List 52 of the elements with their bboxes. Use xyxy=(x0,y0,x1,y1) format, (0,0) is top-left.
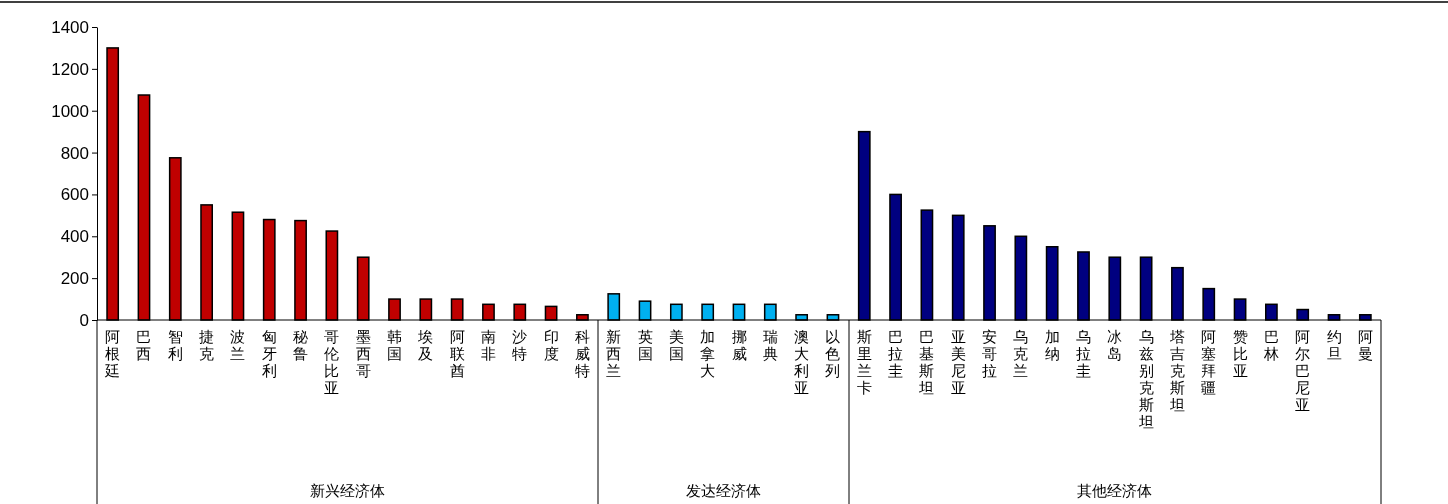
x-tick-label: 以色列 xyxy=(825,328,841,379)
x-tick-label: 冰岛 xyxy=(1107,328,1123,362)
x-tick-label: 巴拉圭 xyxy=(888,328,904,379)
x-tick-label: 美国 xyxy=(668,328,684,362)
x-tick-label: 塔吉克斯坦 xyxy=(1168,328,1185,413)
x-tick-label: 秘鲁 xyxy=(293,328,309,362)
x-tick-label: 墨西哥 xyxy=(355,328,371,379)
y-tick-label: 0 xyxy=(79,310,89,330)
x-tick-label: 亚美尼亚 xyxy=(950,328,966,396)
x-tick-label: 匈牙利 xyxy=(261,328,277,379)
x-tick-label: 智利 xyxy=(167,328,183,362)
x-tick-label: 斯里兰卡 xyxy=(856,328,872,396)
x-tick-label: 乌克兰 xyxy=(1013,328,1029,379)
y-tick-label: 600 xyxy=(60,185,89,205)
x-tick-label: 澳大利亚 xyxy=(794,328,810,396)
x-tick-label: 阿根廷 xyxy=(104,328,121,379)
x-tick-label: 科威特 xyxy=(574,328,590,379)
x-tick-label: 乌拉圭 xyxy=(1075,328,1091,379)
x-tick-label: 巴基斯坦 xyxy=(918,328,935,396)
x-tick-label: 安哥拉 xyxy=(982,328,998,379)
x-tick-label: 阿曼 xyxy=(1357,328,1373,362)
y-tick-label: 1400 xyxy=(51,17,89,37)
x-tick-label: 韩国 xyxy=(387,328,403,362)
x-tick-label: 挪威 xyxy=(731,328,747,362)
x-tick-label: 阿塞拜疆 xyxy=(1201,328,1217,396)
text: 新兴经济体 xyxy=(310,482,386,499)
x-tick-label: 瑞典 xyxy=(762,328,778,362)
text: 发达经济体 xyxy=(685,482,761,499)
x-tick-label: 约旦 xyxy=(1326,328,1342,362)
y-tick-label: 1000 xyxy=(51,101,89,121)
x-tick-label: 阿联酋 xyxy=(449,328,465,379)
y-tick-label: 200 xyxy=(60,269,89,289)
x-tick-label: 埃及 xyxy=(417,328,434,362)
y-tick-label: 400 xyxy=(60,227,89,247)
x-tick-label: 巴林 xyxy=(1262,328,1279,362)
x-tick-label: 波兰 xyxy=(230,328,246,362)
x-tick-label: 印度 xyxy=(543,328,559,362)
x-tick-label: 英国 xyxy=(637,328,653,362)
text: 其他经济体 xyxy=(1077,482,1153,499)
x-tick-label: 哥伦比亚 xyxy=(324,328,340,396)
x-tick-label: 阿尔巴尼亚 xyxy=(1295,328,1311,413)
x-tick-label: 赞比亚 xyxy=(1232,328,1248,379)
x-tick-label: 加拿大 xyxy=(700,328,716,379)
x-tick-label: 加纳 xyxy=(1044,328,1060,362)
x-tick-label: 沙特 xyxy=(512,328,528,362)
x-tick-label: 捷克 xyxy=(199,328,215,362)
y-tick-label: 1200 xyxy=(51,59,89,79)
x-tick-label: 乌兹别克斯坦 xyxy=(1137,328,1154,430)
x-tick-label: 巴西 xyxy=(136,328,152,362)
x-tick-label: 南非 xyxy=(480,328,496,362)
y-tick-label: 800 xyxy=(60,143,89,163)
x-tick-label: 新西兰 xyxy=(606,328,622,379)
